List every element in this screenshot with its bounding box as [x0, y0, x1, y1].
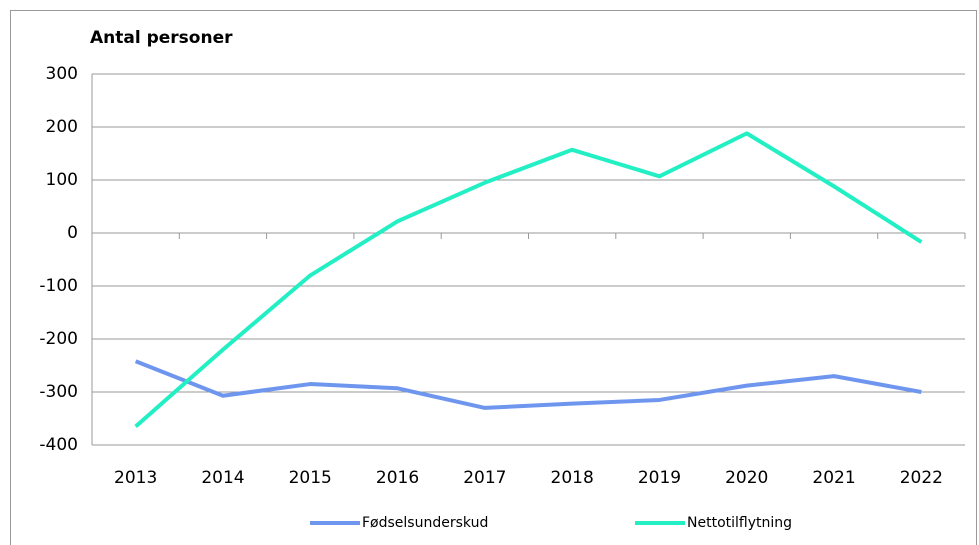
y-tick-label: -100 — [39, 276, 78, 296]
x-tick-label: 2017 — [463, 468, 506, 488]
y-tick-label: -200 — [39, 329, 78, 349]
legend-label: Nettotilflytning — [687, 515, 792, 531]
y-tick-label: 0 — [67, 223, 78, 243]
series-line — [134, 359, 922, 410]
x-tick-label: 2021 — [812, 468, 855, 488]
x-tick-label: 2014 — [201, 468, 244, 488]
x-tick-label: 2022 — [900, 468, 943, 488]
series-line — [134, 131, 923, 428]
y-tick-label: 300 — [46, 64, 78, 84]
x-tick-label: 2013 — [114, 468, 157, 488]
y-tick-label: -300 — [39, 382, 78, 402]
x-tick-label: 2019 — [638, 468, 681, 488]
chart-frame — [10, 10, 977, 545]
x-tick-label: 2020 — [725, 468, 768, 488]
x-tick-label: 2015 — [289, 468, 332, 488]
y-axis-label: Antal personer — [90, 28, 233, 48]
y-tick-label: 100 — [46, 170, 78, 190]
y-tick-label: 200 — [46, 117, 78, 137]
y-tick-label: -400 — [39, 435, 78, 455]
x-tick-label: 2018 — [551, 468, 594, 488]
x-tick-label: 2016 — [376, 468, 419, 488]
legend-label: Fødselsunderskud — [362, 515, 488, 531]
